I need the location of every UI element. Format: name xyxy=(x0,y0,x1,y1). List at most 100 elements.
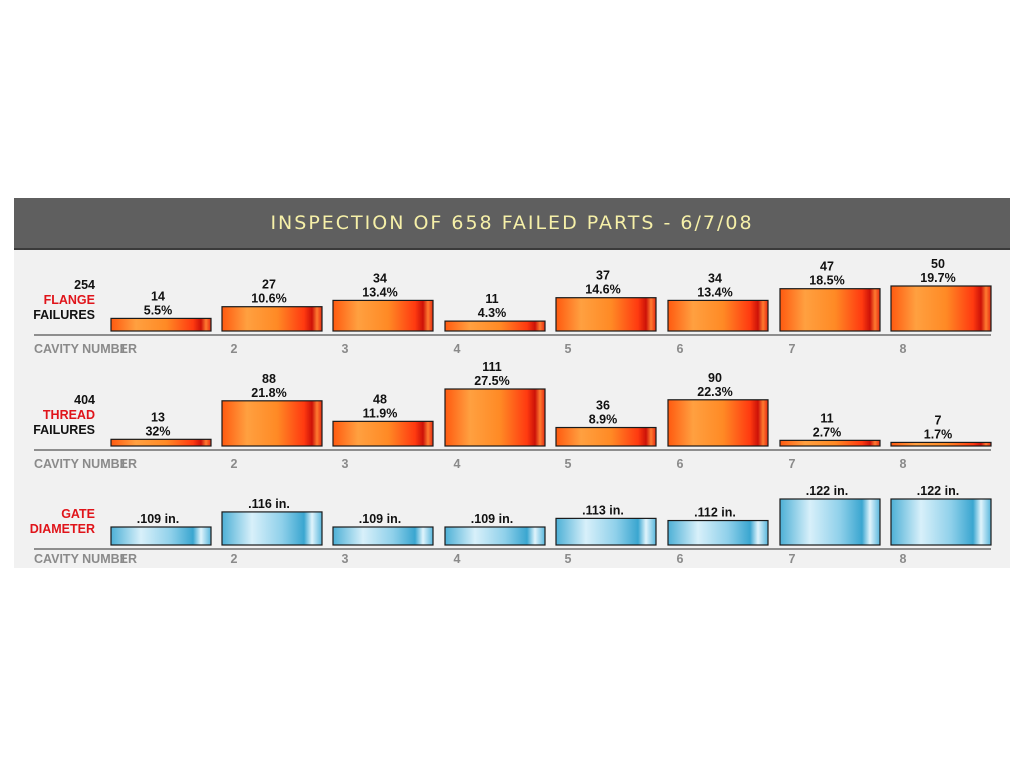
bar xyxy=(221,400,323,447)
bar xyxy=(890,441,992,447)
value-label: 13 xyxy=(151,410,165,424)
bar xyxy=(779,439,881,447)
cavity-number: 8 xyxy=(900,457,907,471)
value-label: 7 xyxy=(935,413,942,427)
bar xyxy=(555,297,657,332)
value-label: 36 xyxy=(596,399,610,413)
chart-label-highlight: THREAD xyxy=(43,408,95,422)
value-label: .109 in. xyxy=(359,512,401,526)
percent-label: 22.3% xyxy=(697,385,732,399)
cavity-number: 5 xyxy=(565,457,572,471)
chart-label-highlight: FLANGE xyxy=(44,293,95,307)
percent-label: 8.9% xyxy=(589,413,618,427)
cavity-number: 4 xyxy=(454,342,461,356)
value-label: .109 in. xyxy=(471,512,513,526)
bar xyxy=(110,438,212,447)
percent-label: 5.5% xyxy=(144,303,173,317)
value-label: 50 xyxy=(931,257,945,271)
bar xyxy=(779,288,881,332)
bar xyxy=(221,306,323,332)
cavity-number: 3 xyxy=(342,552,349,566)
bar xyxy=(110,526,212,546)
percent-label: 21.8% xyxy=(251,386,286,400)
value-label: 90 xyxy=(708,371,722,385)
value-label: .116 in. xyxy=(248,497,290,511)
value-label: .109 in. xyxy=(137,512,179,526)
value-label: 34 xyxy=(708,271,722,285)
bar xyxy=(332,299,434,332)
bar xyxy=(444,388,546,447)
value-label: 47 xyxy=(820,260,834,274)
bar xyxy=(332,420,434,447)
cavity-number: 2 xyxy=(231,342,238,356)
cavity-number: 8 xyxy=(900,552,907,566)
bar xyxy=(667,299,769,332)
cavity-number: 7 xyxy=(789,552,796,566)
percent-label: 10.6% xyxy=(251,292,286,306)
percent-label: 32% xyxy=(145,424,170,438)
value-label: 11 xyxy=(820,411,833,425)
cavity-number: 3 xyxy=(342,457,349,471)
percent-label: 13.4% xyxy=(362,285,397,299)
cavity-number: 5 xyxy=(565,552,572,566)
cavity-number: 2 xyxy=(231,552,238,566)
value-label: 14 xyxy=(151,289,165,303)
bar xyxy=(444,526,546,546)
chart-title: INSPECTION OF 658 FAILED PARTS - 6/7/08 xyxy=(270,212,754,234)
chart-label-highlight-2: DIAMETER xyxy=(30,522,95,536)
percent-label: 18.5% xyxy=(809,274,844,288)
bar xyxy=(444,320,546,332)
value-label: .112 in. xyxy=(694,506,736,520)
cavity-number: 6 xyxy=(677,457,684,471)
chart-panel: INSPECTION OF 658 FAILED PARTS - 6/7/08 xyxy=(14,198,1010,568)
chart-total: 254 xyxy=(74,278,95,292)
bar xyxy=(555,426,657,447)
percent-label: 1.7% xyxy=(924,427,953,441)
cavity-number: 8 xyxy=(900,342,907,356)
cavity-number: 5 xyxy=(565,342,572,356)
value-label: 11 xyxy=(485,292,498,306)
bar xyxy=(890,285,992,332)
percent-label: 13.4% xyxy=(697,285,732,299)
chart-label-highlight: GATE xyxy=(61,507,95,521)
value-label: 27 xyxy=(262,278,276,292)
cavity-number: 2 xyxy=(231,457,238,471)
percent-label: 27.5% xyxy=(474,374,509,388)
title-bar: INSPECTION OF 658 FAILED PARTS - 6/7/08 xyxy=(14,198,1010,250)
value-label: 34 xyxy=(373,271,387,285)
cavity-number: 4 xyxy=(454,457,461,471)
value-label: .122 in. xyxy=(806,484,848,498)
bar xyxy=(332,526,434,546)
cavity-number: 6 xyxy=(677,342,684,356)
cavity-number: 7 xyxy=(789,342,796,356)
value-label: .122 in. xyxy=(917,484,959,498)
chart-total: 404 xyxy=(74,393,95,407)
percent-label: 4.3% xyxy=(478,306,507,320)
cavity-number: 4 xyxy=(454,552,461,566)
cavity-number: 1 xyxy=(120,552,127,566)
cavity-number: 7 xyxy=(789,457,796,471)
cavity-number: 1 xyxy=(120,457,127,471)
cavity-number: 1 xyxy=(120,342,127,356)
percent-label: 19.7% xyxy=(920,271,955,285)
value-label: 48 xyxy=(373,392,387,406)
value-label: 111 xyxy=(482,360,502,374)
chart-label-rest: FAILURES xyxy=(33,423,95,437)
bar xyxy=(890,498,992,546)
value-label: .113 in. xyxy=(582,503,624,517)
bar xyxy=(779,498,881,546)
percent-label: 14.6% xyxy=(585,283,620,297)
bar xyxy=(221,511,323,546)
percent-label: 11.9% xyxy=(363,406,398,420)
chart-label-rest: FAILURES xyxy=(33,308,95,322)
bar xyxy=(555,517,657,546)
cavity-number: 6 xyxy=(677,552,684,566)
percent-label: 2.7% xyxy=(813,425,842,439)
axis-label: CAVITY NUMBER xyxy=(34,457,137,471)
bar xyxy=(667,519,769,546)
cavity-number: 3 xyxy=(342,342,349,356)
value-label: 37 xyxy=(596,269,610,283)
axis-label: CAVITY NUMBER xyxy=(34,342,137,356)
value-label: 88 xyxy=(262,372,276,386)
